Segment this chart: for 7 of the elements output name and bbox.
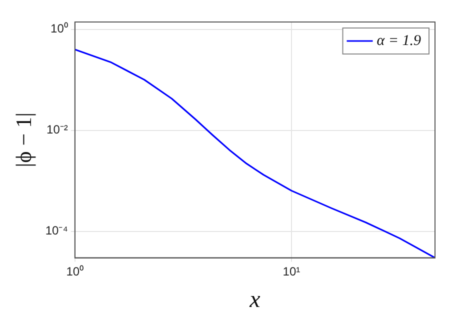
x-axis-title: x: [248, 286, 261, 313]
legend-label: α = 1.9: [376, 32, 422, 49]
y-tick-label: 10⁻²: [46, 122, 68, 137]
y-axis-title: |ϕ − 1|: [10, 112, 36, 168]
y-tick-label: 10⁰: [50, 22, 68, 36]
x-tick-label: 10¹: [282, 264, 300, 278]
y-tick-label: 10⁻⁴: [45, 224, 68, 238]
